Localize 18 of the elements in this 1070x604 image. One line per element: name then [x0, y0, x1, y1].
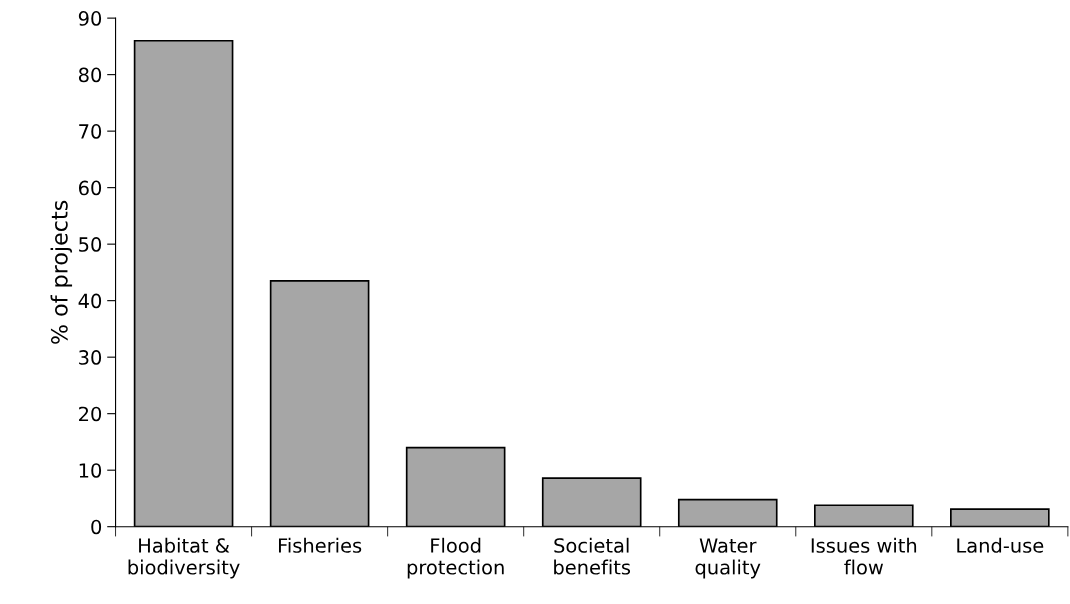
y-tick-label: 10 — [79, 463, 102, 478]
y-tick-label: 0 — [91, 519, 102, 535]
x-tick-label: Societal benefits — [554, 537, 631, 575]
y-tick-label: 90 — [78, 11, 102, 26]
y-tick-label: 30 — [79, 350, 102, 365]
x-tick-label: Habitat & biodiversity — [128, 537, 240, 579]
x-tick-label: Fisheries — [278, 537, 362, 553]
x-tick-label: Land-use — [957, 537, 1044, 553]
y-tick-label: 50 — [79, 237, 102, 252]
y-tick-label: 40 — [78, 293, 102, 309]
y-tick-label: 70 — [79, 124, 102, 139]
x-tick-label: Issues with flow — [811, 537, 917, 575]
x-tick-label: Flood protection — [407, 537, 504, 579]
x-tick-label: Water quality — [695, 538, 761, 579]
y-axis-title: % of projects — [50, 200, 73, 344]
y-tick-label: 80 — [78, 67, 102, 83]
y-tick-label: 60 — [78, 180, 102, 196]
y-tick-label: 20 — [79, 406, 102, 422]
